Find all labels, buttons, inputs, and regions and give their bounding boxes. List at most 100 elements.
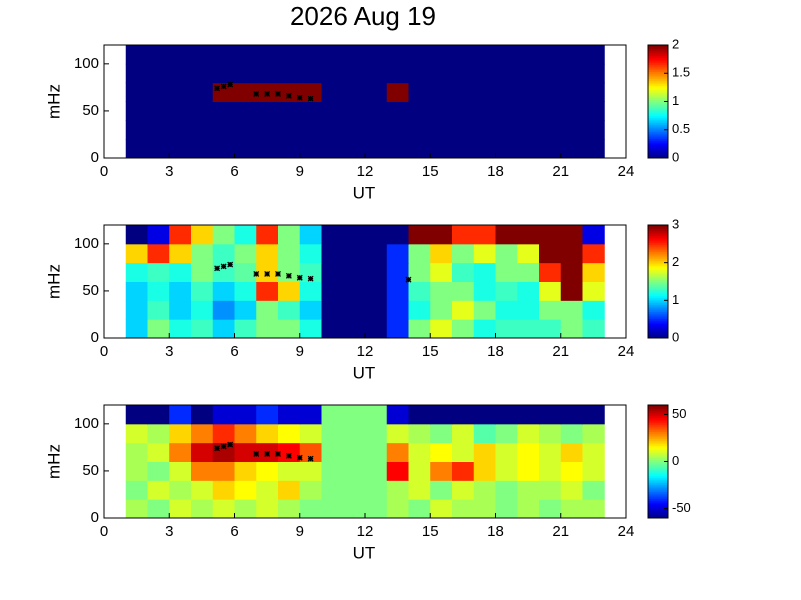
colorbar-step [648,260,668,263]
heat-cell [169,423,192,444]
heat-cell [299,225,322,245]
heat-cell [147,225,170,245]
heat-cell [212,281,235,301]
heat-cell [430,45,453,65]
colorbar-step [648,405,668,408]
heat-cell [125,139,148,159]
colorbar-tick-label: -50 [672,500,691,515]
colorbar-step [648,145,668,148]
heat-cell [386,82,409,102]
heat-cell [408,45,431,65]
heat-cell [452,281,475,301]
colorbar-step [648,283,668,286]
heat-cell [278,319,301,339]
heat-cell [582,262,605,282]
heat-cell [212,120,235,140]
colorbar-step [648,127,668,131]
colorbar-step [648,433,668,436]
heat-cell [125,423,148,444]
heat-cell [234,120,257,140]
heat-cell [473,225,496,245]
colorbar-step [648,92,668,95]
colorbar-step [648,142,668,145]
heat-cell [125,300,148,320]
heat-cell [539,480,562,500]
colorbar-step [648,78,668,81]
colorbar-step [648,99,668,102]
colorbar-step [648,64,668,67]
colorbar-step [648,246,668,249]
heat-cell [582,243,605,264]
heat-cell [191,63,214,84]
heat-cell [299,480,322,500]
heat-cell [321,243,344,264]
heat-cell [278,225,301,245]
y-tick-label: 100 [74,415,99,432]
heat-cell [582,281,605,301]
colorbar-step [648,258,668,261]
heat-cell [582,300,605,320]
heat-cell [495,300,518,320]
heat-cell [365,45,388,65]
colorbar-step [648,502,668,505]
colorbar-step [648,55,668,58]
heat-cell [517,319,540,339]
heat-cell [582,461,605,481]
heat-cell [212,63,235,84]
heat-cell [408,82,431,102]
heat-cell [495,101,518,121]
colorbar-step [648,126,668,129]
heat-cell [278,101,301,121]
heat-cell [343,243,366,264]
colorbar-step [648,96,668,99]
x-tick-label: 18 [487,163,504,180]
colorbar-step [648,226,668,230]
heat-cell [147,405,170,425]
heat-cell [430,120,453,140]
heat-cell [560,243,583,264]
heat-cell [321,120,344,140]
heat-cell [365,139,388,159]
heat-cell [386,461,409,481]
heat-cell [582,101,605,121]
heat-cell [234,461,257,481]
heat-cell [452,442,475,462]
heat-cell [408,139,431,159]
heat-cell [299,243,322,264]
colorbar-step [648,327,668,330]
colorbar-step [648,62,668,65]
heat-cell [234,82,257,102]
colorbar-step [648,235,668,238]
heat-cell [169,319,192,339]
heat-cell [125,243,148,264]
heat-cell [191,139,214,159]
colorbar-step [648,440,668,443]
colorbar-step [648,124,668,127]
colorbar-step [648,136,668,140]
colorbar-step [648,240,668,244]
colorbar-tick-label: 50 [672,406,686,421]
heat-cell [234,405,257,425]
heat-cell [299,423,322,444]
marker [275,271,281,277]
heat-cell [234,262,257,282]
heat-cell [452,120,475,140]
heat-cell [386,423,409,444]
colorbar-tick-label: 1 [672,292,679,307]
heat-cell [256,405,279,425]
heat-cell [321,442,344,462]
colorbar-step [648,445,668,448]
heat-cell [343,262,366,282]
heat-cell [343,82,366,102]
heat-cell [452,262,475,282]
colorbar-step [648,113,668,117]
heat-cell [582,225,605,245]
heat-cell [582,423,605,444]
heat-cell [147,101,170,121]
heat-cell [299,63,322,84]
heat-cell [386,281,409,301]
colorbar-step [648,465,668,468]
heat-cell [191,101,214,121]
heat-cell [169,262,192,282]
colorbar-step [648,135,668,138]
